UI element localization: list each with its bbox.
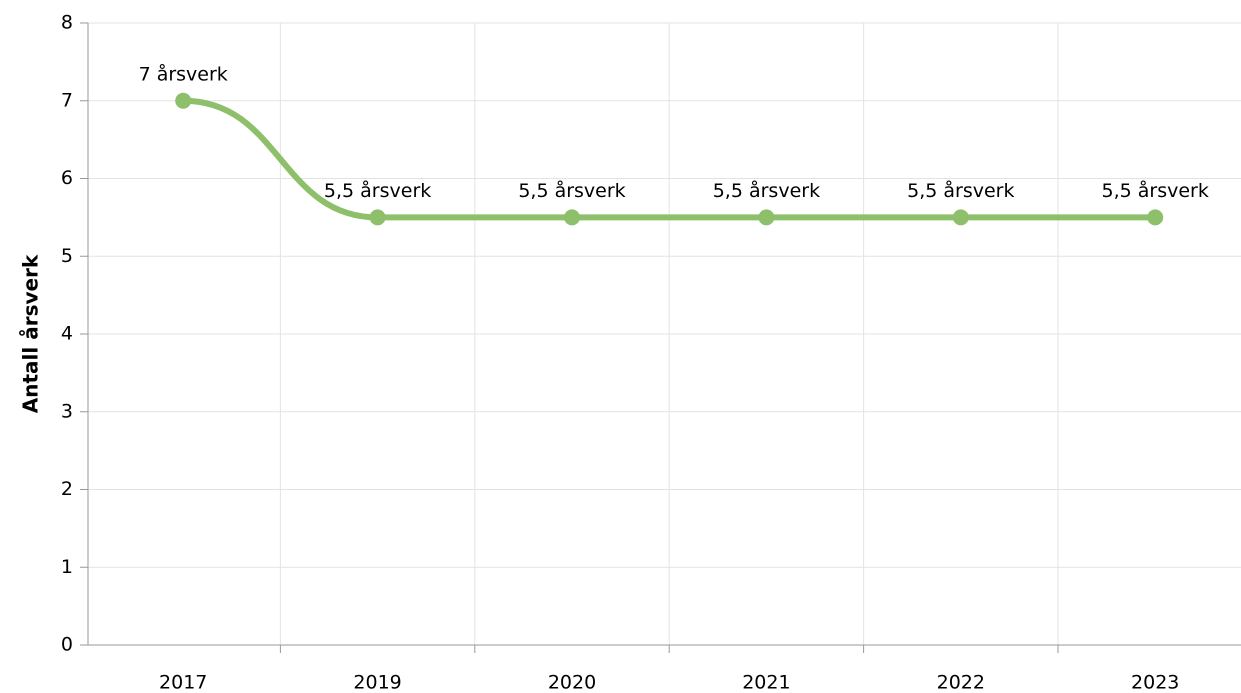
y-tick-label: 1 <box>61 556 73 578</box>
data-label: 5,5 årsverk <box>907 179 1014 202</box>
data-point <box>1147 209 1164 226</box>
x-tick-label: 2019 <box>353 672 401 693</box>
x-tick-label: 2023 <box>1131 672 1179 693</box>
y-tick-label: 6 <box>61 167 73 189</box>
series-line <box>180 97 1159 221</box>
y-tick-label: 7 <box>61 89 73 111</box>
y-axis-label: Antall årsverk <box>19 254 43 413</box>
data-label: 5,5 årsverk <box>324 179 431 202</box>
y-tick-label: 5 <box>61 245 73 267</box>
y-tick-label: 4 <box>61 323 73 345</box>
y-tick-label: 0 <box>61 634 73 656</box>
x-tick-label: 2017 <box>159 672 207 693</box>
data-label: 5,5 årsverk <box>1102 179 1209 202</box>
data-point <box>369 209 386 226</box>
x-tick-label: 2020 <box>548 672 596 693</box>
data-point <box>758 209 775 226</box>
y-tick-label: 3 <box>61 400 73 422</box>
y-tick-label: 8 <box>61 12 73 34</box>
data-point <box>952 209 969 226</box>
data-point <box>564 209 580 226</box>
data-label: 7 årsverk <box>139 62 228 85</box>
data-label: 5,5 årsverk <box>713 179 820 202</box>
data-point <box>175 92 192 109</box>
x-tick-label: 2021 <box>742 672 790 693</box>
x-tick-label: 2022 <box>937 672 985 693</box>
data-label: 5,5 årsverk <box>518 179 625 202</box>
y-tick-label: 2 <box>61 478 73 500</box>
